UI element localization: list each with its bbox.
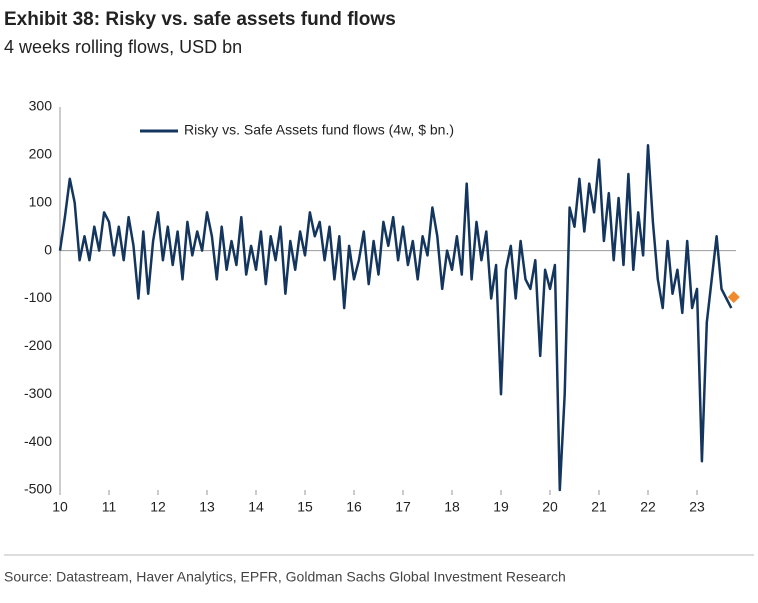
- x-tick-label: 21: [591, 499, 607, 515]
- x-tick-label: 14: [248, 499, 264, 515]
- chart-title: Exhibit 38: Risky vs. safe assets fund f…: [4, 9, 396, 30]
- x-tick-label: 18: [444, 499, 460, 515]
- y-tick-label: -300: [24, 385, 52, 401]
- y-tick-label: -400: [24, 433, 52, 449]
- chart-subtitle: 4 weeks rolling flows, USD bn: [4, 37, 242, 57]
- x-tick-label: 19: [493, 499, 509, 515]
- end-marker: [727, 291, 740, 304]
- x-tick-label: 23: [689, 499, 705, 515]
- x-tick-label: 17: [395, 499, 411, 515]
- x-tick-label: 16: [346, 499, 362, 515]
- x-tick-label: 22: [640, 499, 656, 515]
- y-tick-label: 300: [29, 98, 53, 114]
- x-tick-label: 12: [150, 499, 166, 515]
- y-tick-label: -500: [24, 481, 52, 497]
- y-tick-label: 100: [29, 193, 53, 209]
- y-tick-label: 0: [44, 241, 52, 257]
- x-tick-label: 13: [199, 499, 215, 515]
- source: Source: Datastream, Haver Analytics, EPF…: [4, 569, 566, 585]
- legend-label: Risky vs. Safe Assets fund flows (4w, $ …: [184, 122, 454, 138]
- y-tick-label: -200: [24, 337, 52, 353]
- y-tick-label: -100: [24, 289, 52, 305]
- x-tick-label: 10: [52, 499, 68, 515]
- x-tick-label: 11: [102, 499, 117, 515]
- series-line: [58, 144, 733, 492]
- x-tick-label: 15: [297, 499, 313, 515]
- x-tick-label: 20: [542, 499, 558, 515]
- y-tick-label: 200: [29, 146, 53, 162]
